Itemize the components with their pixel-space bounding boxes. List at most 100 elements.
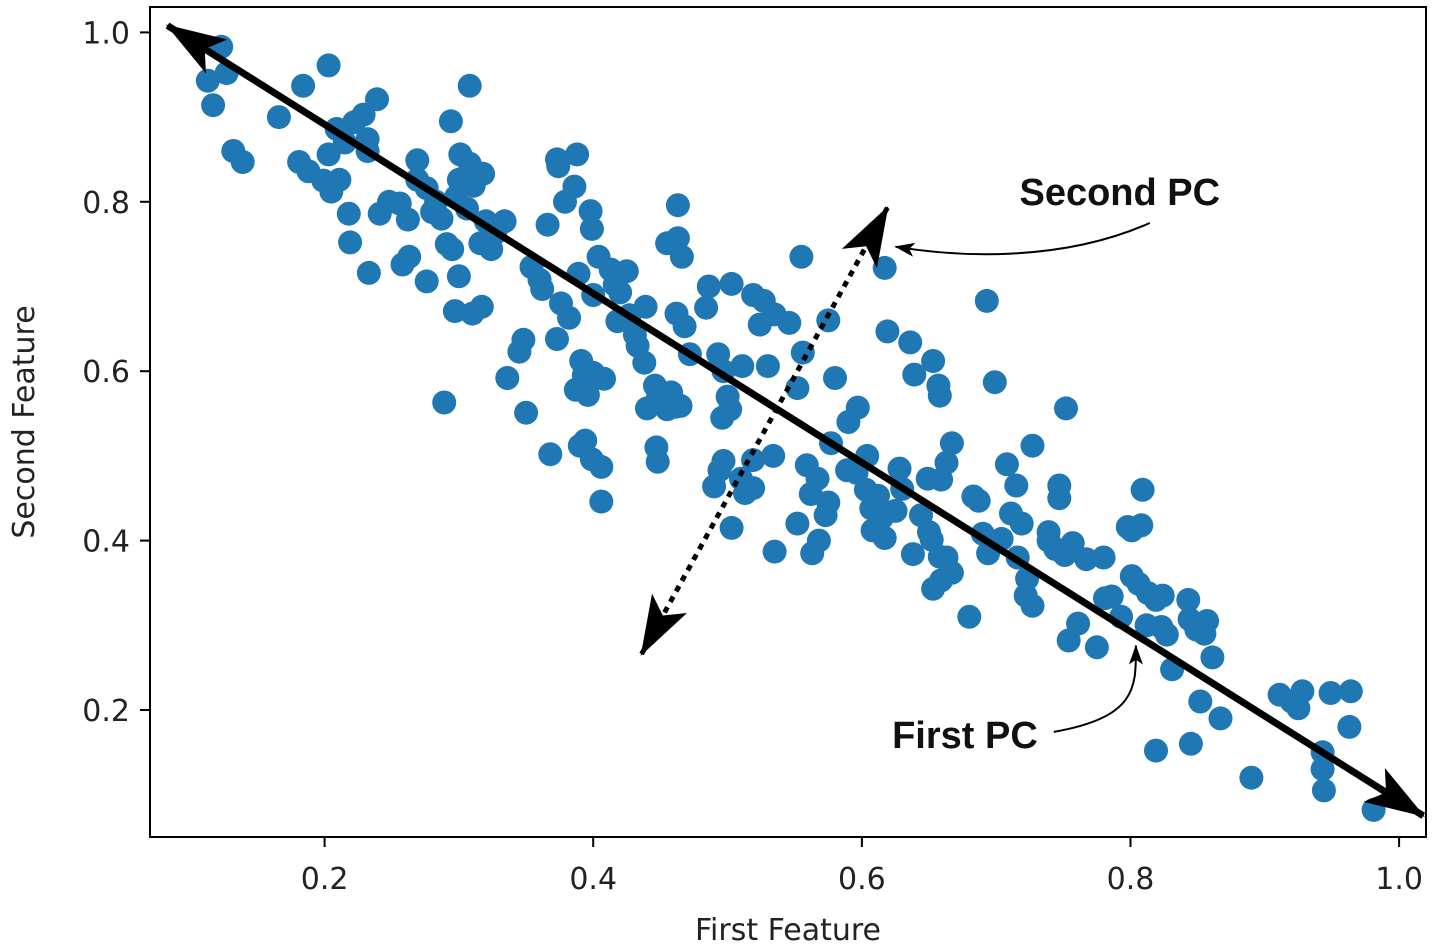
data-point (711, 449, 736, 473)
data-point (755, 354, 780, 379)
data-point (1020, 593, 1045, 618)
data-point (316, 53, 341, 78)
data-point (719, 515, 744, 540)
y-tick-label: 0.4 (82, 525, 130, 560)
data-point (632, 350, 657, 375)
data-point (921, 349, 946, 373)
data-point (696, 274, 721, 299)
data-point (405, 148, 430, 173)
data-point (1020, 433, 1045, 458)
first-pc-pointer (1053, 644, 1143, 733)
data-point (438, 109, 463, 134)
data-point (1338, 679, 1363, 704)
data-point (356, 260, 381, 285)
annotations: Second PC First PC (892, 172, 1220, 757)
data-point (900, 542, 925, 567)
data-point (816, 490, 841, 515)
data-point (230, 150, 255, 174)
data-point (633, 294, 658, 319)
data-point (730, 354, 755, 379)
data-point (608, 280, 633, 305)
data-point (1129, 513, 1154, 538)
data-point (1130, 477, 1155, 502)
data-point (875, 319, 900, 344)
data-point (777, 310, 802, 335)
pc-arrows (165, 22, 1426, 819)
data-point (665, 193, 690, 218)
data-point (1084, 635, 1109, 660)
data-point (479, 237, 504, 262)
data-point (785, 511, 810, 536)
data-point (1195, 609, 1220, 633)
data-point (806, 528, 831, 553)
data-point (266, 105, 291, 130)
data-point (1361, 797, 1386, 822)
data-point (883, 498, 908, 523)
data-point (336, 201, 361, 226)
y-tick-label: 1.0 (82, 16, 130, 51)
data-point (718, 397, 743, 422)
data-point (1066, 611, 1091, 636)
data-point (1178, 731, 1203, 756)
data-point (1154, 622, 1179, 647)
data-point (823, 366, 847, 390)
data-point (898, 330, 923, 355)
second-pc-label: Second PC (1019, 172, 1220, 214)
data-point (762, 539, 787, 564)
data-point (1290, 679, 1315, 704)
data-point (589, 489, 614, 514)
data-point (805, 466, 830, 491)
data-point (530, 277, 555, 301)
x-tick-label: 1.0 (1375, 862, 1423, 897)
data-point (669, 244, 694, 269)
y-axis-label: Second Feature (7, 305, 42, 538)
data-point (579, 216, 604, 241)
data-point (562, 174, 587, 199)
data-point (514, 400, 539, 425)
data-point (495, 366, 520, 390)
plot-frame (149, 6, 1427, 838)
data-point (1188, 689, 1213, 714)
second-pc-arrow (639, 205, 890, 656)
data-point (1208, 706, 1233, 731)
data-point (1009, 511, 1034, 536)
data-point (201, 93, 226, 118)
data-point (538, 442, 563, 467)
data-point (994, 452, 1019, 477)
data-point (719, 271, 744, 296)
data-point (446, 264, 471, 289)
data-point (845, 395, 870, 420)
data-point (1091, 545, 1116, 570)
data-point (1200, 645, 1225, 670)
data-point (457, 73, 482, 98)
first-pc-arrow (165, 22, 1426, 819)
y-tick-label: 0.2 (82, 694, 130, 729)
data-point (872, 526, 897, 550)
data-point (1047, 473, 1072, 498)
data-point (1004, 473, 1029, 498)
data-point (429, 206, 454, 231)
y-tick-label: 0.6 (82, 355, 130, 390)
data-point (414, 269, 439, 294)
data-point (535, 212, 560, 237)
x-axis-label: First Feature (695, 913, 881, 948)
x-axis-ticks: 0.2 0.4 0.6 0.8 1.0 (301, 837, 1423, 897)
data-point (614, 259, 639, 284)
data-point (921, 576, 946, 601)
data-point (1337, 714, 1362, 739)
data-point (565, 142, 590, 167)
data-point (672, 314, 697, 339)
data-point (694, 295, 719, 320)
data-point (338, 230, 363, 255)
data-point (741, 476, 766, 501)
data-point (1311, 778, 1336, 803)
x-tick-label: 0.8 (1107, 862, 1155, 897)
data-point (395, 207, 420, 232)
data-point (816, 308, 841, 333)
data-point (397, 244, 422, 269)
data-point (327, 167, 352, 192)
data-point (789, 244, 814, 269)
data-point (761, 443, 786, 468)
data-point (557, 305, 582, 330)
